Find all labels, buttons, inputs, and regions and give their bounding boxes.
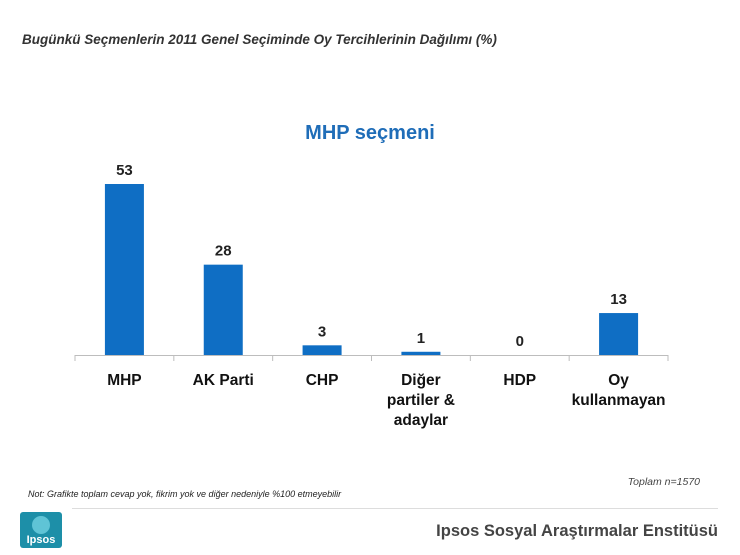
sample-size-label: Toplam n=1570 [627, 476, 700, 488]
bar-value-label: 28 [215, 243, 232, 260]
category-label: Diğer partiler & adaylar [387, 372, 455, 429]
page-title: Bugünkü Seçmenlerin 2011 Genel Seçiminde… [22, 32, 497, 47]
bar [203, 264, 243, 355]
logo-mark-icon [32, 516, 50, 534]
bar-value-label: 3 [318, 323, 326, 340]
bar [302, 345, 342, 355]
category-label: MHP [107, 372, 141, 389]
category-label: CHP [306, 372, 339, 389]
category-label: HDP [503, 372, 536, 389]
bar [401, 351, 441, 355]
bar-value-label: 53 [116, 162, 133, 179]
category-label: AK Parti [193, 372, 254, 389]
bar-chart: 53 MHP 28 AK Parti 3 CHP 1 Diğer partiler & adayl… [74, 162, 669, 429]
bar-value-label: 13 [610, 291, 627, 308]
bar [104, 184, 144, 355]
footnote: Not: Grafikte toplam cevap yok, fikrim y… [28, 489, 342, 499]
bar [599, 313, 639, 355]
footer-divider [72, 508, 718, 509]
institute-name: Ipsos Sosyal Araştırmalar Enstitüsü [436, 522, 718, 540]
ipsos-logo: Ipsos [20, 512, 62, 548]
bar-value-label: 0 [516, 333, 524, 350]
logo-text: Ipsos [26, 534, 56, 546]
chart-title: MHP seçmeni [305, 122, 435, 144]
category-label: Oy kullanmayan [572, 372, 666, 409]
bar-value-label: 1 [417, 330, 425, 347]
